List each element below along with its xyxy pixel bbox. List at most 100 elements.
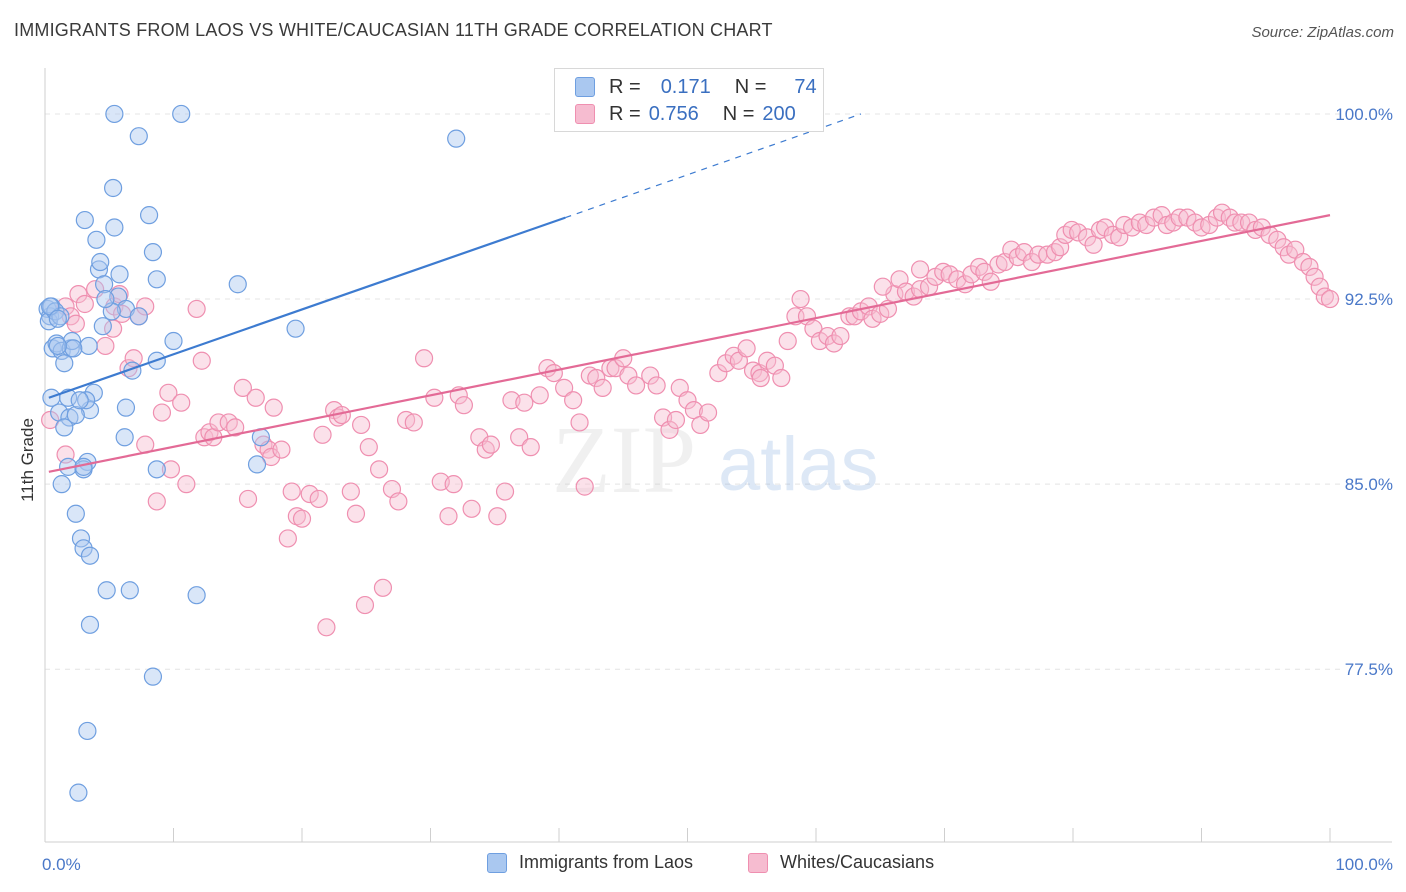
point-whites [341, 482, 360, 501]
watermark-atlas: atlas [718, 422, 879, 507]
series-whites-caucasians [41, 203, 1340, 637]
point-whites [159, 383, 178, 402]
point-whites [824, 334, 844, 353]
point-laos [87, 230, 106, 249]
point-laos [80, 546, 100, 565]
point-whites [831, 326, 850, 346]
point-laos [247, 455, 267, 474]
legend-n-value: 74 [794, 75, 817, 98]
legend-item-laos: Immigrants from Laos [487, 852, 693, 873]
trend-line-laos [48, 216, 566, 399]
point-whites [678, 391, 697, 410]
point-laos [120, 581, 139, 600]
point-laos [52, 475, 71, 494]
y-tick-label: 100.0% [1335, 105, 1393, 124]
point-whites [772, 368, 791, 388]
point-laos [96, 289, 115, 309]
point-laos [147, 460, 166, 479]
point-laos [74, 539, 93, 558]
point-laos [46, 302, 65, 321]
source-label: Source: ZipAtlas.com [1251, 24, 1394, 41]
legend-label-whites: Whites/Caucasians [780, 852, 935, 872]
point-whites [698, 403, 718, 422]
point-whites [544, 363, 563, 383]
x-tick-label-min: 0.0% [42, 855, 81, 874]
point-whites [404, 413, 423, 432]
point-whites [292, 509, 312, 528]
point-laos [139, 206, 159, 225]
point-laos [115, 428, 134, 447]
trend-lines [48, 113, 1331, 473]
y-tick-label: 77.5% [1345, 660, 1393, 679]
y-tick-label: 85.0% [1345, 475, 1393, 494]
point-whites [515, 393, 534, 412]
point-whites [359, 438, 378, 457]
point-whites [564, 391, 583, 410]
point-whites [246, 388, 265, 407]
point-whites [570, 413, 589, 432]
axes [44, 68, 1392, 843]
point-laos [77, 391, 96, 410]
point-whites [444, 475, 463, 494]
point-whites [575, 477, 594, 496]
point-whites [1200, 215, 1219, 235]
point-whites [647, 376, 666, 395]
point-laos [62, 331, 82, 351]
point-laos [55, 354, 74, 373]
point-whites [389, 492, 408, 511]
point-laos [147, 270, 166, 289]
point-whites [264, 398, 283, 417]
point-whites [172, 393, 191, 412]
point-laos [93, 317, 112, 336]
point-laos [105, 218, 124, 237]
point-whites [262, 447, 281, 467]
point-laos [143, 667, 163, 686]
point-whites [660, 420, 679, 439]
point-whites [530, 386, 549, 405]
point-whites [970, 257, 989, 277]
point-whites [791, 289, 810, 309]
point-whites [751, 368, 770, 388]
point-whites [1320, 289, 1340, 309]
chart-title: IMMIGRANTS FROM LAOS VS WHITE/CAUCASIAN … [14, 20, 773, 40]
bottom-legend: Immigrants from Laos Whites/Caucasians [0, 852, 1406, 878]
legend-row-whites: R = 0.756 N = 200 [575, 102, 796, 126]
point-laos [129, 127, 148, 146]
point-whites [313, 425, 332, 444]
point-whites [272, 440, 291, 459]
point-whites [373, 578, 393, 597]
point-laos [48, 336, 67, 356]
legend-r-label: R = [609, 75, 641, 98]
point-whites [1137, 215, 1156, 235]
point-whites [495, 482, 515, 501]
point-laos [228, 275, 247, 294]
legend-n-value: 200 [762, 102, 796, 125]
point-whites [481, 435, 500, 454]
point-laos [104, 178, 123, 198]
point-laos [75, 210, 94, 230]
legend-swatch-blue [575, 77, 595, 97]
point-laos [110, 265, 129, 284]
point-laos [80, 615, 100, 634]
point-laos [187, 586, 206, 605]
legend-swatch-blue [487, 852, 507, 873]
point-whites [1310, 277, 1329, 296]
legend-r-value: 0.171 [660, 75, 711, 98]
point-laos [129, 307, 148, 326]
point-whites [147, 492, 166, 511]
point-laos [143, 243, 163, 262]
point-whites [1015, 243, 1034, 262]
point-whites [96, 336, 115, 356]
point-whites [476, 440, 495, 459]
point-whites [1305, 267, 1324, 286]
x-tick-label-max: 100.0% [1335, 855, 1393, 874]
point-whites [521, 438, 540, 457]
trend-line-laos-extension [565, 113, 862, 219]
point-whites [152, 403, 172, 422]
point-whites [346, 504, 366, 523]
trend-line-whites [48, 214, 1331, 473]
point-laos [97, 581, 116, 600]
point-laos [105, 104, 124, 124]
stats-legend: R = 0.171 N = 74 R = 0.756 N = 200 [554, 68, 824, 132]
point-whites [510, 428, 529, 447]
